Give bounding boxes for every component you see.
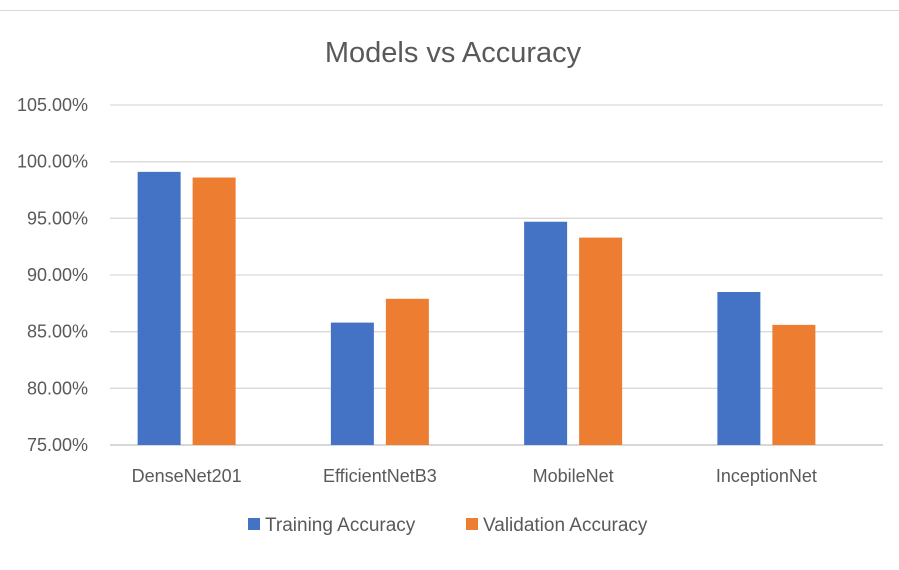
chart-title: Models vs Accuracy [325, 37, 582, 69]
legend-swatch [248, 518, 260, 530]
bar-validation-densenet201 [192, 177, 236, 446]
legend: Training Accuracy Validation Accuracy [248, 515, 648, 536]
legend-label: Training Accuracy [265, 515, 416, 536]
x-category-label: DenseNet201 [132, 466, 242, 486]
y-tick-label: 95.00% [27, 208, 88, 228]
bar-training-efficientnetb3 [330, 322, 374, 445]
x-category-label: EfficientNetB3 [323, 466, 437, 486]
y-tick-label: 85.00% [27, 322, 88, 342]
bar-validation-efficientnetb3 [385, 298, 429, 445]
x-axis-categories: DenseNet201 EfficientNetB3 MobileNet Incept… [132, 466, 817, 486]
bar-validation-mobilenet [579, 237, 623, 445]
y-tick-label: 80.00% [27, 378, 88, 398]
y-tick-label: 105.00% [17, 95, 88, 115]
chart-frame [0, 10, 899, 570]
y-axis-ticks: 75.00% 80.00% 85.00% 90.00% 95.00% 100.00% 105… [17, 95, 88, 455]
bars [137, 171, 816, 446]
x-category-label: MobileNet [533, 466, 614, 486]
legend-label: Validation Accuracy [483, 515, 648, 536]
y-tick-label: 100.00% [17, 152, 88, 172]
y-tick-label: 75.00% [27, 435, 88, 455]
legend-swatch [466, 518, 478, 530]
y-tick-label: 90.00% [27, 265, 88, 285]
bar-validation-inceptionnet [772, 324, 816, 445]
x-category-label: InceptionNet [716, 466, 817, 486]
bar-training-densenet201 [137, 171, 181, 445]
bar-training-mobilenet [524, 221, 568, 445]
bar-training-inceptionnet [717, 292, 761, 445]
